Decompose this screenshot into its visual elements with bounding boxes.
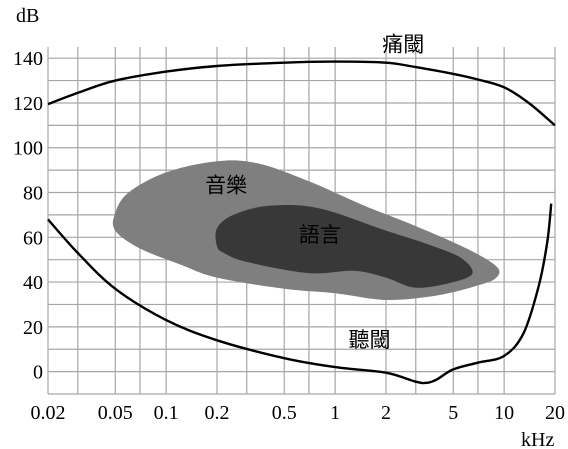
- x-tick-label: 0.2: [205, 402, 230, 424]
- music-region-label: 音樂: [205, 174, 247, 198]
- x-tick-label: 0.1: [154, 402, 179, 424]
- y-axis-unit-label: dB: [16, 5, 39, 27]
- speech-region: [215, 205, 473, 288]
- x-tick-label: 0.02: [31, 402, 66, 424]
- x-axis-tick-labels: 0.02 0.05 0.1 0.2 0.5 1 2 5 10 20: [31, 402, 566, 424]
- y-axis-tick-labels: 0 20 40 60 80 100 120 140: [13, 48, 43, 383]
- x-axis-unit-label: kHz: [521, 429, 554, 449]
- pain-threshold-curve: [47, 60, 556, 127]
- x-tick-label: 5: [448, 402, 458, 424]
- hearing-threshold-label: 聽閾: [349, 328, 391, 352]
- chart-regions: [112, 160, 500, 301]
- hearing-threshold-curve: [47, 203, 553, 385]
- speech-region-label: 語言: [299, 223, 341, 247]
- x-tick-label: 0.05: [98, 402, 133, 424]
- y-tick-label: 140: [13, 48, 43, 70]
- x-tick-label: 0.5: [272, 402, 297, 424]
- x-tick-label: 2: [381, 402, 391, 424]
- x-tick-label: 1: [330, 402, 340, 424]
- y-tick-label: 120: [13, 93, 43, 115]
- y-tick-label: 80: [23, 183, 43, 205]
- chart-curves: [47, 60, 556, 385]
- pain-threshold-label: 痛閾: [382, 32, 424, 56]
- y-tick-label: 60: [23, 227, 43, 249]
- x-tick-label: 20: [545, 402, 565, 424]
- y-tick-label: 100: [13, 138, 43, 160]
- y-tick-label: 0: [33, 362, 43, 384]
- y-tick-label: 20: [23, 317, 43, 339]
- y-tick-label: 40: [23, 272, 43, 294]
- x-tick-label: 10: [494, 402, 514, 424]
